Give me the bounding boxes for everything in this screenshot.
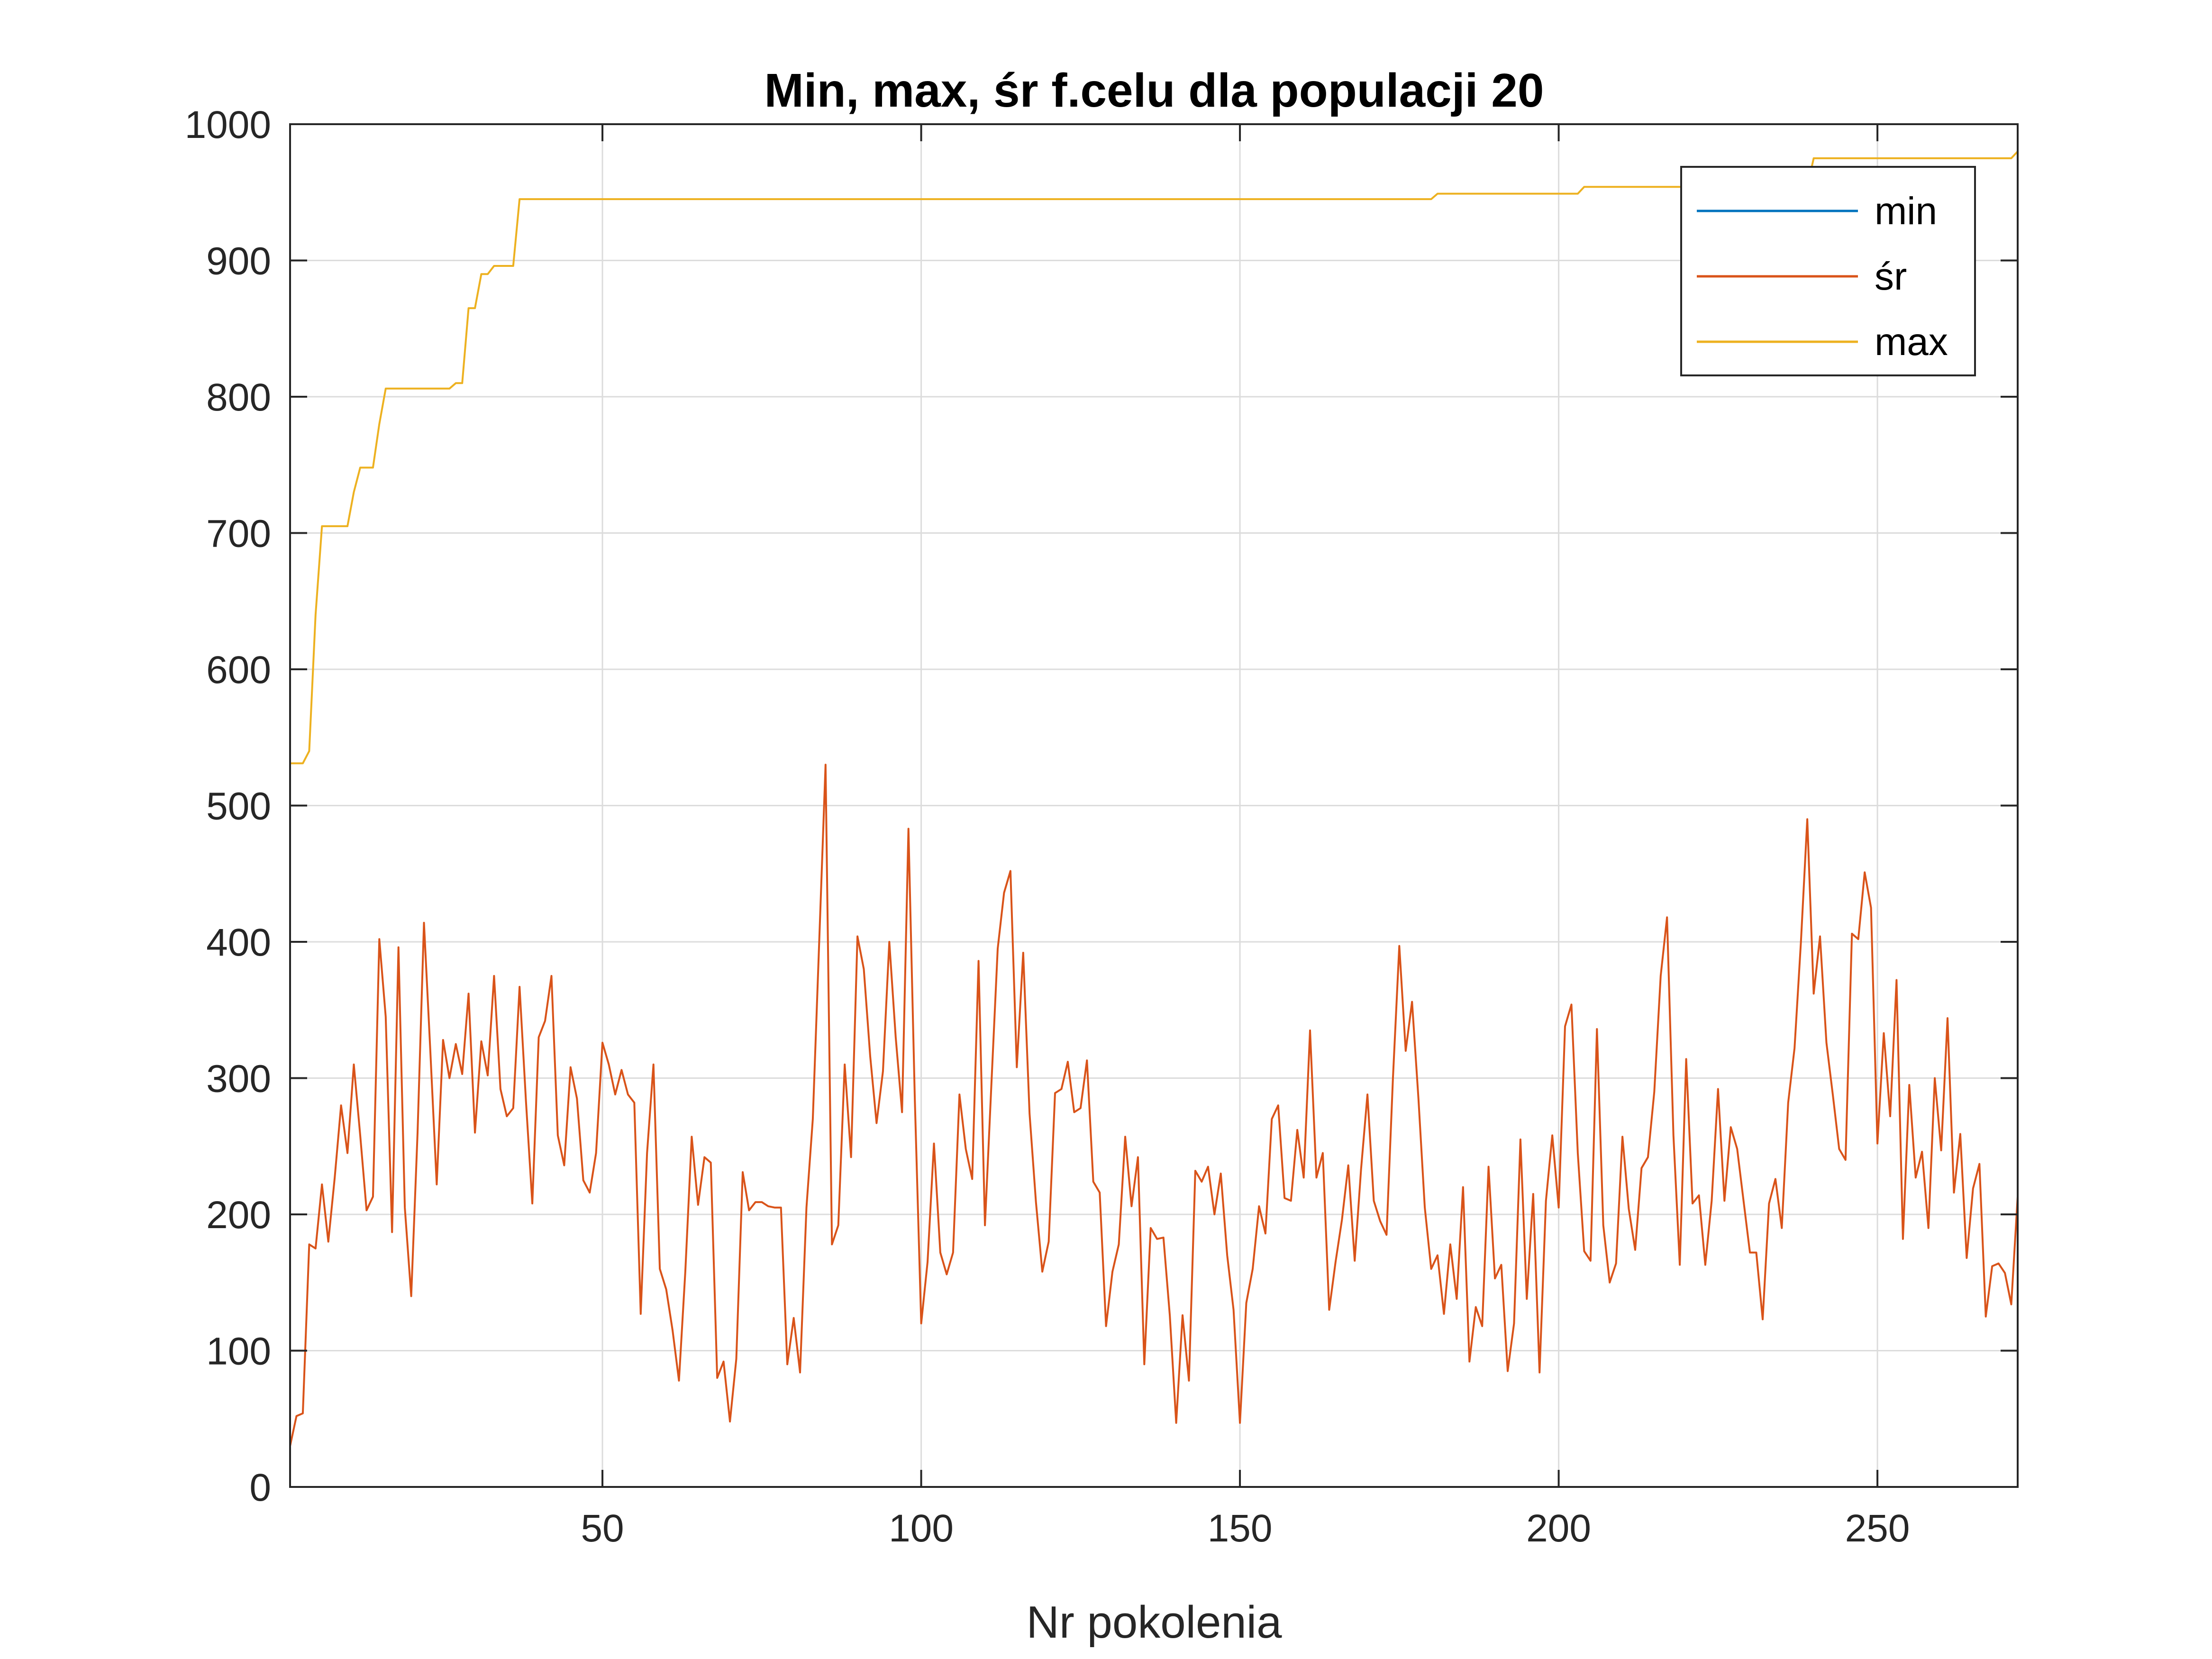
chart-title: Min, max, śr f.celu dla populacji 20 (765, 64, 1544, 117)
y-tick-label: 500 (206, 785, 271, 828)
x-tick-label: 250 (1845, 1507, 1910, 1550)
x-tick-label: 200 (1526, 1507, 1591, 1550)
ticks (290, 123, 2018, 1488)
y-tick-label: 1000 (185, 103, 271, 146)
legend-label: max (1875, 320, 1948, 364)
y-tick-label: 700 (206, 512, 271, 556)
x-tick-label: 50 (581, 1507, 624, 1550)
y-tick-label: 200 (206, 1194, 271, 1237)
legend-label: min (1875, 190, 1937, 233)
legend-label: śr (1875, 255, 1907, 298)
x-axis-label: Nr pokolenia (1027, 1597, 1283, 1648)
x-tick-label: 100 (889, 1507, 954, 1550)
grid (290, 124, 2018, 1487)
x-tick-label: 150 (1208, 1507, 1273, 1550)
y-tick-label: 300 (206, 1057, 271, 1101)
y-tick-label: 600 (206, 648, 271, 692)
tick-labels: 0 100 200 300 400 500 600 700 800 900 1000 50 100 150… (185, 103, 1910, 1550)
series-line-max (290, 151, 2019, 765)
y-tick-label: 800 (206, 376, 271, 419)
y-tick-label: 0 (249, 1466, 271, 1509)
legend: min śr max (1680, 166, 1976, 376)
y-tick-label: 400 (206, 921, 271, 964)
series-line-avg (289, 764, 2019, 1447)
y-tick-label: 100 (206, 1330, 271, 1373)
y-tick-label: 900 (206, 240, 271, 283)
